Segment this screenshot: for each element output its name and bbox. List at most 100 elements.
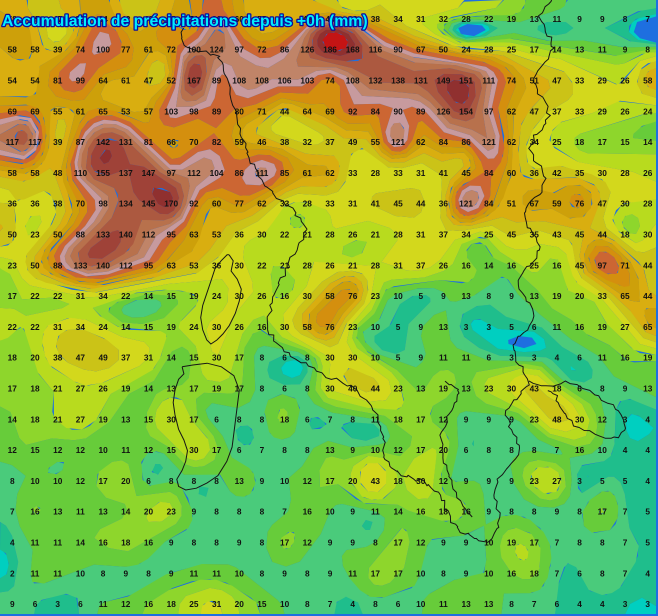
svg-text:8: 8 — [305, 568, 310, 578]
svg-text:59: 59 — [552, 199, 562, 209]
svg-text:23: 23 — [8, 260, 18, 270]
svg-text:11: 11 — [190, 568, 199, 578]
svg-text:70: 70 — [189, 137, 199, 147]
svg-text:111: 111 — [255, 168, 268, 178]
svg-text:45: 45 — [393, 199, 403, 209]
svg-text:38: 38 — [53, 199, 63, 209]
svg-text:19: 19 — [98, 414, 108, 424]
svg-text:26: 26 — [620, 76, 630, 86]
svg-text:7: 7 — [328, 599, 333, 609]
svg-text:20: 20 — [348, 476, 358, 486]
svg-text:8: 8 — [101, 568, 106, 578]
svg-text:11: 11 — [439, 599, 448, 609]
svg-text:76: 76 — [325, 322, 335, 332]
svg-text:108: 108 — [255, 76, 269, 86]
svg-text:111: 111 — [482, 76, 495, 86]
svg-text:13: 13 — [53, 507, 63, 517]
svg-text:9: 9 — [509, 476, 514, 486]
svg-text:12: 12 — [8, 445, 18, 455]
svg-text:25: 25 — [552, 137, 562, 147]
svg-text:9: 9 — [237, 538, 242, 548]
svg-text:19: 19 — [598, 322, 608, 332]
svg-text:62: 62 — [507, 137, 517, 147]
svg-text:8: 8 — [373, 538, 378, 548]
svg-text:33: 33 — [575, 106, 585, 116]
svg-text:58: 58 — [30, 168, 40, 178]
svg-text:142: 142 — [96, 137, 110, 147]
svg-text:71: 71 — [257, 106, 267, 116]
svg-text:6: 6 — [532, 322, 537, 332]
svg-text:3: 3 — [55, 599, 60, 609]
svg-text:18: 18 — [280, 414, 290, 424]
svg-text:31: 31 — [348, 199, 358, 209]
svg-text:10: 10 — [235, 568, 245, 578]
svg-text:29: 29 — [598, 76, 608, 86]
svg-text:8: 8 — [192, 476, 197, 486]
svg-text:97: 97 — [235, 45, 245, 55]
svg-text:23: 23 — [30, 230, 40, 240]
svg-text:4: 4 — [555, 353, 560, 363]
svg-text:44: 44 — [416, 199, 426, 209]
svg-text:14: 14 — [144, 384, 154, 394]
svg-text:9: 9 — [577, 14, 582, 24]
svg-text:9: 9 — [418, 353, 423, 363]
svg-text:38: 38 — [53, 353, 63, 363]
svg-text:8: 8 — [600, 538, 605, 548]
svg-text:38: 38 — [371, 14, 381, 24]
svg-text:17: 17 — [189, 384, 199, 394]
svg-text:6: 6 — [555, 599, 560, 609]
svg-text:53: 53 — [121, 106, 131, 116]
svg-text:50: 50 — [30, 260, 40, 270]
svg-text:12: 12 — [76, 445, 86, 455]
svg-text:8: 8 — [532, 445, 537, 455]
svg-text:8: 8 — [192, 538, 197, 548]
svg-text:27: 27 — [620, 322, 630, 332]
svg-text:8: 8 — [305, 445, 310, 455]
svg-text:5: 5 — [645, 538, 650, 548]
svg-text:17: 17 — [8, 384, 18, 394]
svg-text:6: 6 — [577, 384, 582, 394]
svg-text:20: 20 — [121, 476, 131, 486]
svg-text:8: 8 — [260, 538, 265, 548]
svg-text:17: 17 — [393, 568, 403, 578]
svg-text:140: 140 — [96, 260, 110, 270]
svg-text:3: 3 — [623, 599, 628, 609]
svg-text:15: 15 — [167, 291, 177, 301]
svg-text:17: 17 — [98, 476, 108, 486]
svg-text:19: 19 — [189, 291, 199, 301]
svg-text:22: 22 — [30, 291, 40, 301]
svg-text:18: 18 — [8, 353, 18, 363]
svg-text:16: 16 — [144, 599, 154, 609]
svg-text:6: 6 — [464, 445, 469, 455]
svg-text:3: 3 — [486, 322, 491, 332]
svg-text:22: 22 — [257, 260, 267, 270]
svg-text:16: 16 — [575, 445, 585, 455]
svg-text:4: 4 — [350, 599, 355, 609]
svg-text:30: 30 — [507, 384, 517, 394]
svg-text:8: 8 — [214, 507, 219, 517]
svg-text:8: 8 — [373, 599, 378, 609]
svg-text:9: 9 — [350, 445, 355, 455]
svg-text:30: 30 — [303, 291, 313, 301]
svg-text:6: 6 — [305, 414, 310, 424]
svg-text:17: 17 — [416, 445, 426, 455]
svg-text:4: 4 — [645, 414, 650, 424]
svg-text:9: 9 — [600, 14, 605, 24]
svg-text:44: 44 — [598, 230, 608, 240]
svg-text:9: 9 — [464, 414, 469, 424]
svg-text:13: 13 — [98, 507, 108, 517]
svg-text:9: 9 — [623, 384, 628, 394]
svg-text:9: 9 — [441, 538, 446, 548]
svg-text:112: 112 — [142, 230, 156, 240]
svg-text:11: 11 — [598, 45, 607, 55]
svg-text:15: 15 — [257, 599, 267, 609]
svg-text:8: 8 — [260, 507, 265, 517]
svg-text:11: 11 — [212, 568, 221, 578]
svg-text:14: 14 — [8, 414, 18, 424]
svg-text:32: 32 — [303, 137, 313, 147]
svg-text:8: 8 — [623, 14, 628, 24]
svg-text:88: 88 — [76, 230, 86, 240]
svg-text:16: 16 — [98, 538, 108, 548]
svg-text:170: 170 — [164, 199, 178, 209]
svg-text:18: 18 — [530, 568, 540, 578]
